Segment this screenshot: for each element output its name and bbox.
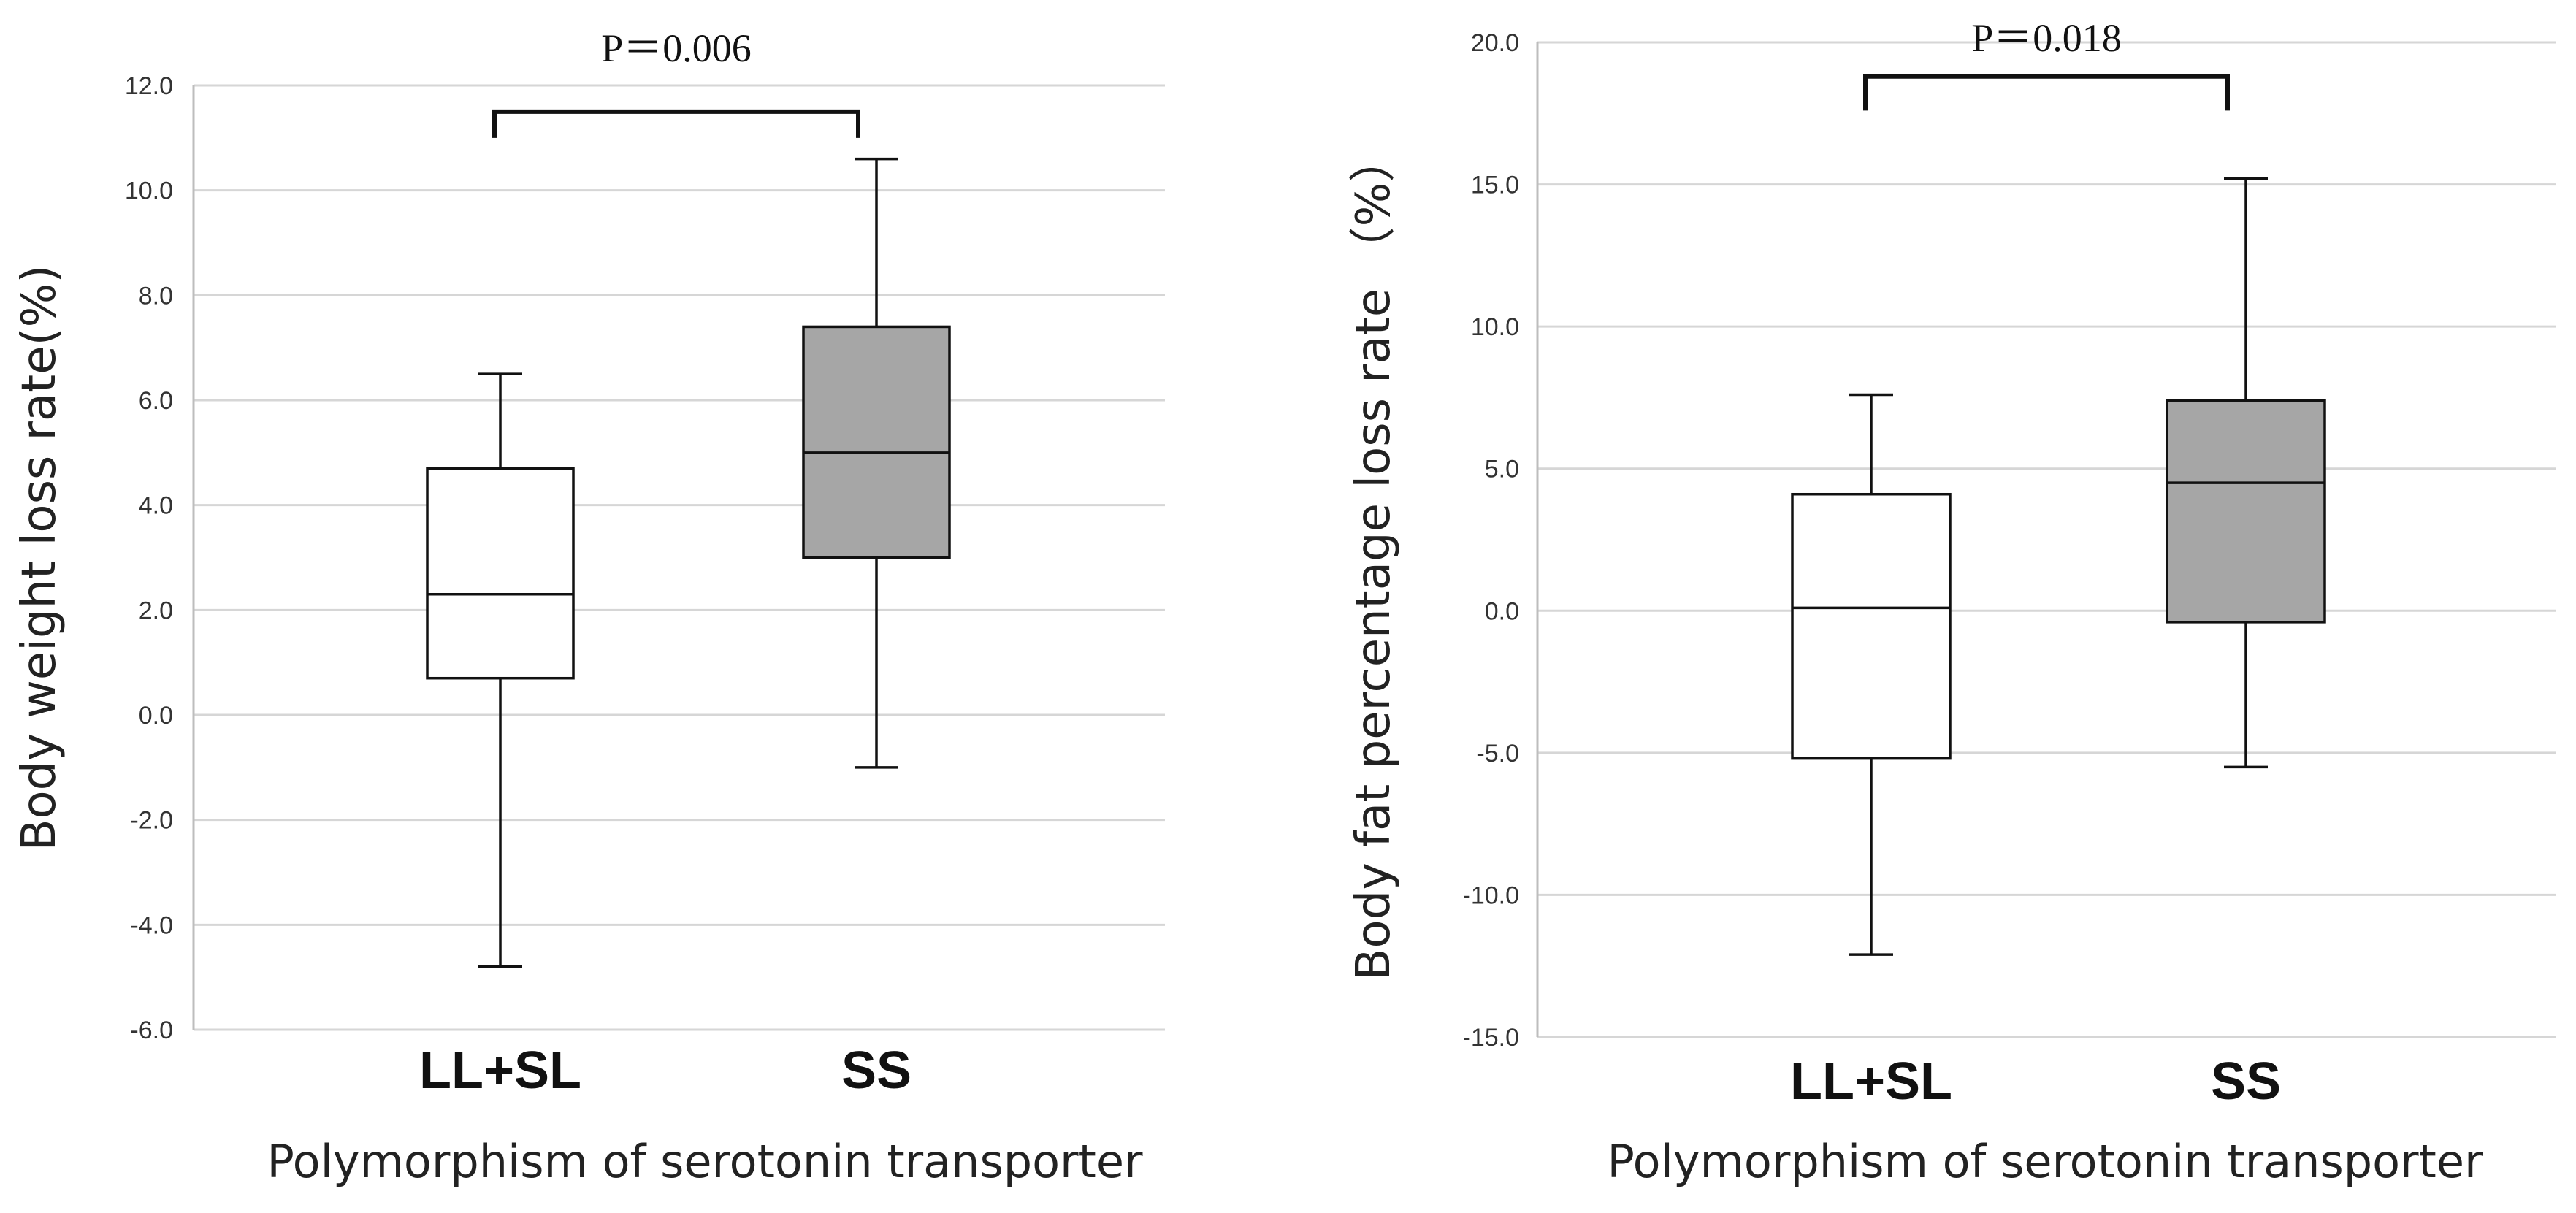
y-tick-label: -4.0 (130, 911, 173, 939)
y-tick-label: -2.0 (130, 807, 173, 835)
box-ss (802, 157, 951, 769)
box-ss (2166, 177, 2326, 769)
y-tick-label: -6.0 (130, 1017, 173, 1044)
box-ll-sl (426, 372, 575, 968)
category-label: LL+SL (419, 1041, 581, 1100)
y-tick-label: -10.0 (1463, 881, 1520, 909)
significance-bracket (492, 109, 860, 138)
box-ll-sl (1791, 393, 1952, 956)
category-label: SS (841, 1041, 911, 1100)
x-axis-label: Polymorphism of serotonin transporter (1608, 1135, 2483, 1188)
y-tick-label: 20.0 (1471, 29, 1519, 57)
y-tick-label: 15.0 (1471, 172, 1519, 199)
iqr-box (1791, 492, 1952, 760)
category-label: SS (2211, 1052, 2281, 1111)
y-tick-label: -15.0 (1463, 1024, 1520, 1052)
y-axis-label: Body fat percentage loss rate （%） (1347, 136, 1401, 981)
y-tick-label: 5.0 (1485, 456, 1519, 483)
significance-bracket (1863, 74, 2230, 111)
iqr-box (426, 467, 575, 680)
y-tick-label: 12.0 (125, 72, 173, 100)
y-tick-label: 0.0 (139, 702, 173, 730)
y-tick-label: 10.0 (1471, 313, 1519, 341)
y-tick-label: 10.0 (125, 177, 173, 205)
x-axis-label: Polymorphism of serotonin transporter (267, 1135, 1143, 1188)
y-tick-label: 0.0 (1485, 597, 1519, 625)
y-tick-label: 4.0 (139, 492, 173, 520)
y-tick-label: 6.0 (139, 387, 173, 415)
body-weight-chart: -6.0 -4.0 -2.0 0.0 2.0 4.0 6.0 8.0 10.0 12.0 LL+SL… (12, 26, 1165, 1188)
p-value-label: P＝0.006 (601, 26, 752, 70)
y-tick-label: -5.0 (1476, 740, 1519, 768)
y-axis-label: Body weight loss rate(%) (12, 265, 66, 852)
y-tick-label: 8.0 (139, 282, 173, 310)
p-value-label: P＝0.018 (1971, 16, 2122, 60)
iqr-box (802, 325, 951, 559)
y-tick-label: 2.0 (139, 597, 173, 624)
body-fat-chart: -15.0 -10.0 -5.0 0.0 5.0 10.0 15.0 20.0 LL+SL SS P… (1347, 16, 2556, 1188)
category-label: LL+SL (1790, 1052, 1952, 1111)
iqr-box (2166, 399, 2326, 624)
